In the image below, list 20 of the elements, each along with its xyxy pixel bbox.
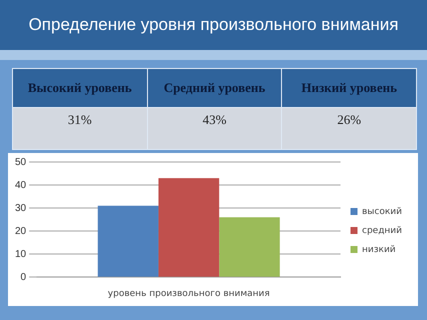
bar [158, 178, 220, 277]
bar [98, 206, 158, 277]
text: Средний уровень [147, 68, 282, 108]
x-tick-label: уровень произвольного внимания [108, 288, 270, 299]
text: Высокий уровень [12, 68, 148, 108]
legend-label: средний [362, 226, 402, 236]
y-tick-label: 20 [15, 226, 27, 237]
text: 31% [12, 108, 148, 150]
text: 43% [147, 108, 282, 150]
y-tick-label: 0 [20, 272, 27, 283]
legend-label: высокий [362, 206, 402, 217]
legend-label: низкий [362, 244, 396, 255]
y-tick-label: 50 [15, 156, 27, 168]
chart-title: Определение уровня произвольного внимания [0, 0, 427, 50]
y-tick-label: 40 [15, 180, 27, 191]
text: 26% [282, 108, 416, 150]
y-tick-label: 30 [15, 202, 27, 214]
text: Низкий уровень [282, 68, 416, 108]
bar [219, 217, 280, 277]
y-tick-label: 10 [15, 248, 27, 260]
